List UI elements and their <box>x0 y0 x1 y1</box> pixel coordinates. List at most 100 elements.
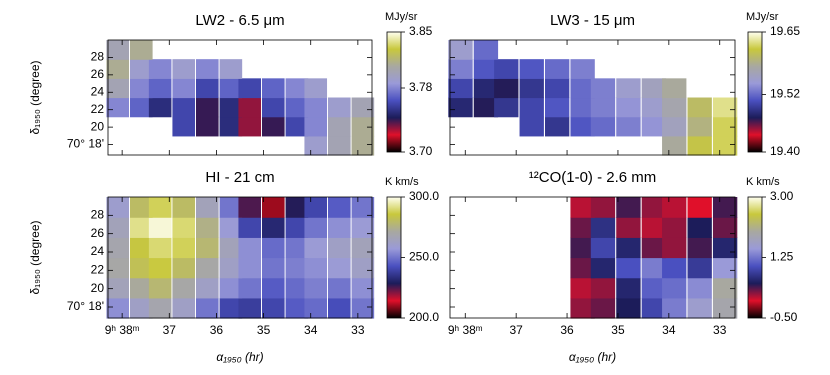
colorbar-tick-label: 250.0 <box>409 250 439 264</box>
heatmap <box>570 197 738 319</box>
heatmap-cell <box>196 237 219 259</box>
heatmap-cell <box>519 59 544 79</box>
heatmap-cell <box>687 297 712 319</box>
heatmap-cell <box>351 116 375 137</box>
colorbar-tick-label: 19.52 <box>770 87 800 101</box>
heatmap-cell <box>328 116 351 137</box>
heatmap-cell <box>285 237 309 259</box>
heatmap-cell <box>712 197 738 218</box>
heatmap-cell <box>304 78 328 99</box>
heatmap-cell <box>494 78 519 99</box>
heatmap-cell <box>662 78 687 99</box>
heatmap-cell <box>545 97 570 118</box>
heatmap-cell <box>172 78 196 99</box>
heatmap-cell <box>662 277 687 299</box>
heatmap-cell <box>662 237 687 259</box>
heatmap-cell <box>196 78 219 99</box>
y-axis-label: δ₁₉₅₀ (degree) <box>28 221 42 295</box>
heatmap-cell <box>448 97 473 118</box>
colorbar <box>386 31 402 153</box>
heatmap-cell <box>172 237 196 259</box>
colorbar-tick-label: 19.65 <box>770 24 800 38</box>
colorbar <box>747 196 763 319</box>
plot-frame <box>449 39 736 156</box>
colorbar <box>747 31 763 153</box>
heatmap-cell <box>196 197 219 218</box>
heatmap-cell <box>172 116 196 137</box>
heatmap-cell <box>106 197 130 218</box>
heatmap-cell <box>148 78 172 99</box>
x-tick-label: 37 <box>163 323 177 337</box>
heatmap-cell <box>570 116 595 137</box>
heatmap-cell <box>545 59 570 79</box>
heatmap-cell <box>262 217 285 238</box>
heatmap-cell <box>712 237 738 259</box>
heatmap-cell <box>328 217 351 238</box>
x-tick-label: 9ʰ 38ᵐ <box>448 323 483 337</box>
heatmap-cell <box>172 257 196 279</box>
heatmap-cell <box>662 297 687 319</box>
heatmap-cell <box>130 40 153 60</box>
x-tick-label: 35 <box>611 323 625 337</box>
heatmap-cell <box>106 297 130 319</box>
heatmap-cell <box>570 59 595 79</box>
heatmap-cell <box>328 277 351 299</box>
heatmap-cell <box>238 277 262 299</box>
x-tick-label: 36 <box>560 323 574 337</box>
heatmap-cell <box>130 237 153 259</box>
heatmap-cell <box>130 257 153 279</box>
colorbar <box>386 196 402 319</box>
heatmap-cell <box>285 217 309 238</box>
heatmap-cell <box>473 78 499 99</box>
y-tick-label: 70° 18' <box>67 137 104 151</box>
heatmap <box>106 197 375 319</box>
heatmap-cell <box>328 135 351 156</box>
heatmap-cell <box>148 297 172 319</box>
heatmap-cell <box>687 197 712 218</box>
heatmap-cell <box>351 237 375 259</box>
heatmap-cell <box>473 97 499 118</box>
y-tick-label: 70° 18' <box>67 299 104 313</box>
heatmap-cell <box>196 59 219 79</box>
x-tick-label: 35 <box>257 323 271 337</box>
heatmap-cell <box>687 277 712 299</box>
heatmap-cell <box>106 78 130 99</box>
heatmap-cell <box>130 197 153 218</box>
panel-title: LW2 - 6.5 μm <box>195 12 284 29</box>
heatmap-cell <box>570 237 595 259</box>
heatmap-cell <box>590 97 616 118</box>
x-tick-label: 34 <box>304 323 318 337</box>
heatmap-cell <box>148 197 172 218</box>
heatmap-cell <box>304 217 328 238</box>
y-tick-label: 20 <box>91 119 105 133</box>
heatmap-cell <box>285 116 309 137</box>
heatmap-cell <box>285 197 309 218</box>
heatmap-cell <box>130 59 153 79</box>
heatmap-cell <box>196 97 219 118</box>
y-tick-label: 28 <box>91 208 105 222</box>
heatmap-cell <box>285 97 309 118</box>
heatmap-cell <box>304 257 328 279</box>
heatmap-cell <box>285 277 309 299</box>
heatmap-cell <box>262 116 285 137</box>
heatmap-cell <box>106 217 130 238</box>
heatmap-cell <box>196 257 219 279</box>
colorbar-unit: MJy/sr <box>385 11 418 23</box>
heatmap-cell <box>570 78 595 99</box>
colorbar-tick-label: 3.00 <box>770 189 794 203</box>
heatmap-cell <box>219 78 243 99</box>
heatmap-cell <box>328 237 351 259</box>
heatmap-cell <box>616 217 641 238</box>
heatmap-cell <box>219 277 243 299</box>
heatmap-cell <box>712 217 738 238</box>
heatmap-cell <box>351 197 375 218</box>
heatmap-cell <box>262 197 285 218</box>
heatmap-cell <box>570 277 595 299</box>
heatmap-cell <box>262 277 285 299</box>
heatmap-cell <box>616 197 641 218</box>
heatmap-cell <box>328 97 351 118</box>
heatmap-cell <box>304 197 328 218</box>
heatmap-cell <box>590 78 616 99</box>
heatmap-cell <box>351 135 375 156</box>
